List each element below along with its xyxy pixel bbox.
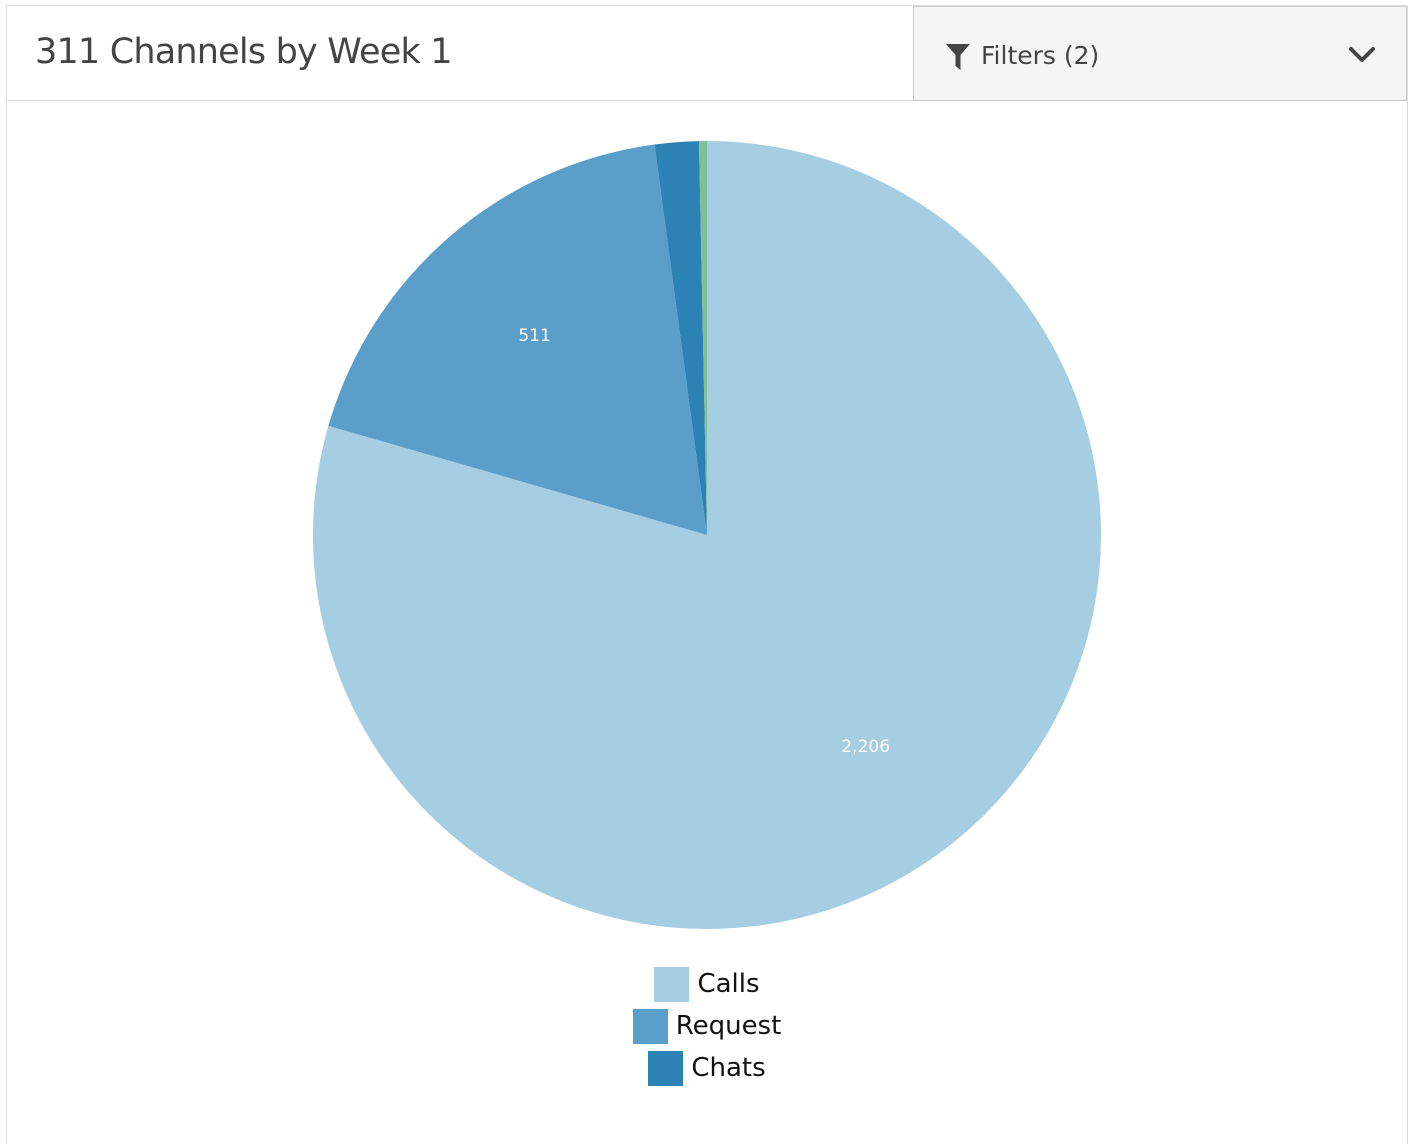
filters-dropdown[interactable]: Filters (2)	[913, 6, 1407, 101]
card-title: 311 Channels by Week 1	[35, 32, 453, 72]
legend-item-request[interactable]: Request	[632, 1005, 782, 1047]
legend-item-calls[interactable]: Calls	[654, 963, 760, 1005]
pie-slice-chats[interactable]	[654, 141, 707, 536]
legend-swatch	[632, 1008, 668, 1044]
legend-label: Request	[675, 1011, 782, 1041]
legend-swatch	[648, 1050, 684, 1086]
legend-label: Chats	[691, 1053, 766, 1083]
data-label-request: 511	[518, 326, 550, 346]
chevron-down-icon[interactable]	[1348, 45, 1376, 65]
chart-area: 2,206 511 Calls Request Chats	[7, 101, 1407, 1144]
chart-legend: Calls Request Chats	[7, 963, 1407, 1089]
legend-label: Calls	[697, 969, 760, 999]
chart-card: 311 Channels by Week 1 Filters (2) 2,206…	[6, 5, 1408, 1144]
legend-swatch	[654, 966, 690, 1002]
data-label-calls: 2,206	[841, 737, 890, 757]
legend-item-chats[interactable]: Chats	[648, 1047, 766, 1089]
funnel-icon	[946, 44, 970, 70]
filters-label: Filters (2)	[981, 41, 1100, 70]
pie-slice-other[interactable]	[698, 141, 707, 535]
pie-slice-request[interactable]	[328, 144, 707, 536]
card-header: 311 Channels by Week 1 Filters (2)	[7, 6, 1407, 101]
pie-chart: 2,206 511	[312, 141, 1102, 929]
